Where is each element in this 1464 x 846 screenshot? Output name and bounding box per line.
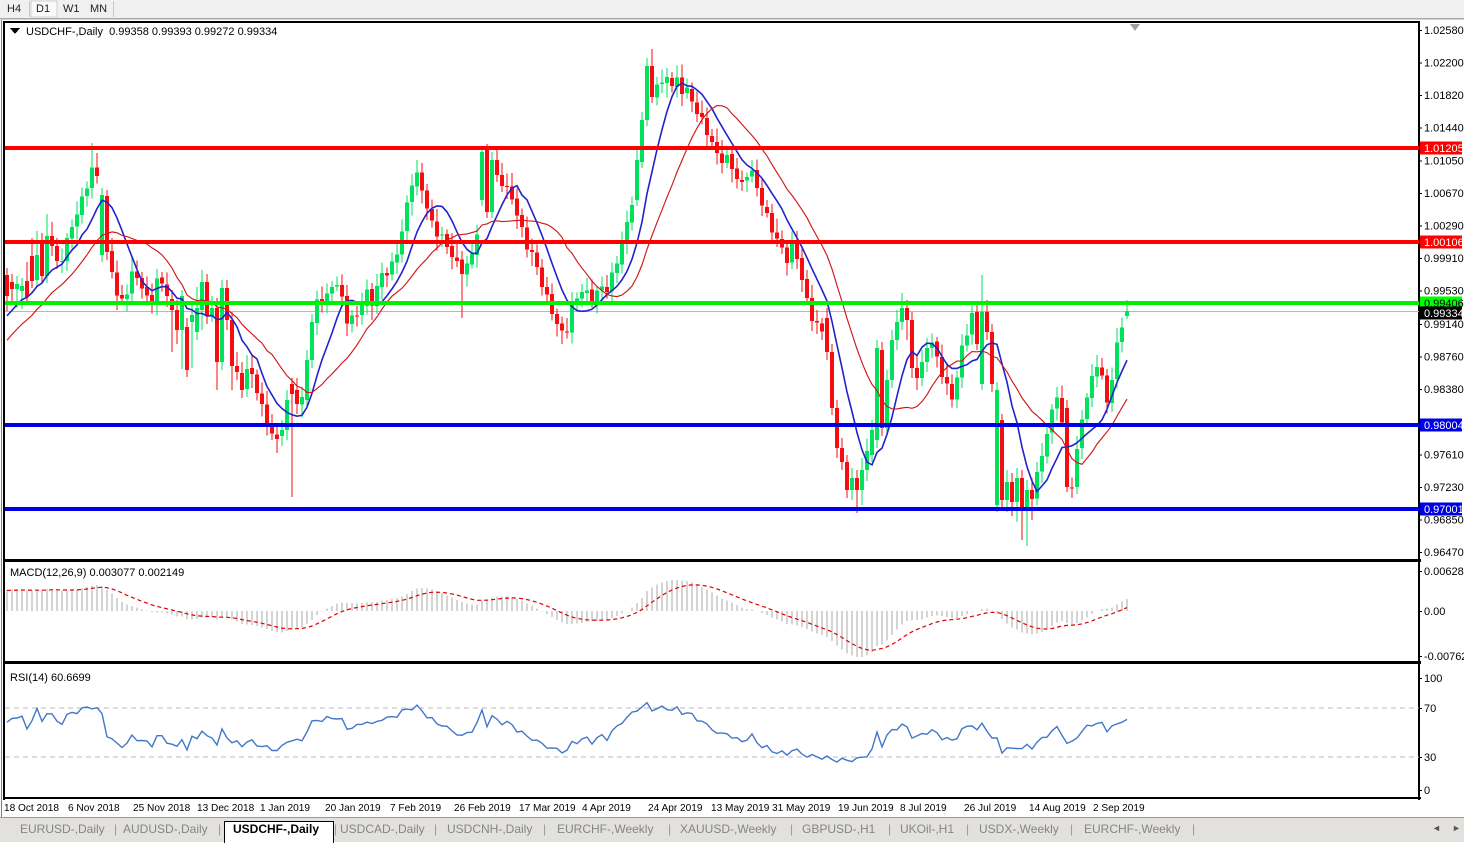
svg-text:1.01205: 1.01205 — [1424, 143, 1464, 155]
svg-text:19 Jun 2019: 19 Jun 2019 — [838, 803, 894, 814]
svg-text:0.006286: 0.006286 — [1424, 566, 1464, 578]
svg-text:1.00290: 1.00290 — [1424, 221, 1464, 233]
svg-text:1.02200: 1.02200 — [1424, 57, 1464, 69]
svg-text:W1: W1 — [63, 3, 80, 15]
svg-text:18 Oct 2018: 18 Oct 2018 — [4, 803, 59, 814]
svg-text:0.99334: 0.99334 — [1424, 308, 1464, 320]
svg-text:6 Nov 2018: 6 Nov 2018 — [68, 803, 120, 814]
svg-text:25 Nov 2018: 25 Nov 2018 — [133, 803, 191, 814]
svg-text:2 Sep 2019: 2 Sep 2019 — [1093, 803, 1145, 814]
svg-text:0.97230: 0.97230 — [1424, 482, 1464, 494]
svg-text:0.98760: 0.98760 — [1424, 351, 1464, 363]
svg-text:13 May 2019: 13 May 2019 — [711, 803, 770, 814]
svg-text:0.98380: 0.98380 — [1424, 384, 1464, 396]
svg-text:1.01050: 1.01050 — [1424, 156, 1464, 168]
svg-text:1.01440: 1.01440 — [1424, 122, 1464, 134]
svg-text:1.00106: 1.00106 — [1424, 237, 1464, 249]
svg-text:24 Apr 2019: 24 Apr 2019 — [648, 803, 703, 814]
svg-text:26 Jul 2019: 26 Jul 2019 — [964, 803, 1017, 814]
svg-text:0.96850: 0.96850 — [1424, 515, 1464, 527]
svg-text:RSI(14) 60.6699: RSI(14) 60.6699 — [10, 672, 91, 684]
svg-text:0.99910: 0.99910 — [1424, 253, 1464, 265]
svg-text:31 May 2019: 31 May 2019 — [772, 803, 831, 814]
svg-text:26 Feb 2019: 26 Feb 2019 — [454, 803, 511, 814]
svg-text:H4: H4 — [7, 3, 21, 15]
svg-text:8 Jul 2019: 8 Jul 2019 — [900, 803, 947, 814]
svg-text:100: 100 — [1424, 673, 1442, 685]
svg-text:1.00670: 1.00670 — [1424, 188, 1464, 200]
svg-text:14 Aug 2019: 14 Aug 2019 — [1029, 803, 1086, 814]
svg-text:-0.00762: -0.00762 — [1424, 651, 1464, 663]
svg-text:20 Jan 2019: 20 Jan 2019 — [325, 803, 381, 814]
svg-text:USDCHF-,Daily 0.99358 0.99393: USDCHF-,Daily 0.99358 0.99393 0.99272 0.… — [26, 26, 277, 38]
svg-text:13 Dec 2018: 13 Dec 2018 — [197, 803, 255, 814]
svg-text:MACD(12,26,9) 0.003077 0.00214: MACD(12,26,9) 0.003077 0.002149 — [10, 567, 184, 579]
svg-text:1 Jan 2019: 1 Jan 2019 — [260, 803, 310, 814]
svg-text:0.99140: 0.99140 — [1424, 319, 1464, 331]
svg-text:0.96470: 0.96470 — [1424, 547, 1464, 559]
svg-text:MN: MN — [90, 3, 107, 15]
svg-text:0.99530: 0.99530 — [1424, 286, 1464, 298]
svg-text:70: 70 — [1424, 703, 1436, 715]
svg-text:1.01820: 1.01820 — [1424, 90, 1464, 102]
svg-text:7 Feb 2019: 7 Feb 2019 — [390, 803, 441, 814]
svg-text:0.97610: 0.97610 — [1424, 450, 1464, 462]
svg-text:30: 30 — [1424, 752, 1436, 764]
svg-text:1.02580: 1.02580 — [1424, 25, 1464, 37]
svg-text:0: 0 — [1424, 785, 1430, 797]
svg-text:0.00: 0.00 — [1424, 606, 1445, 618]
svg-text:0.97001: 0.97001 — [1424, 504, 1464, 516]
svg-text:17 Mar 2019: 17 Mar 2019 — [519, 803, 576, 814]
svg-text:D1: D1 — [36, 3, 50, 15]
svg-text:4 Apr 2019: 4 Apr 2019 — [582, 803, 631, 814]
svg-text:0.98004: 0.98004 — [1424, 420, 1464, 432]
